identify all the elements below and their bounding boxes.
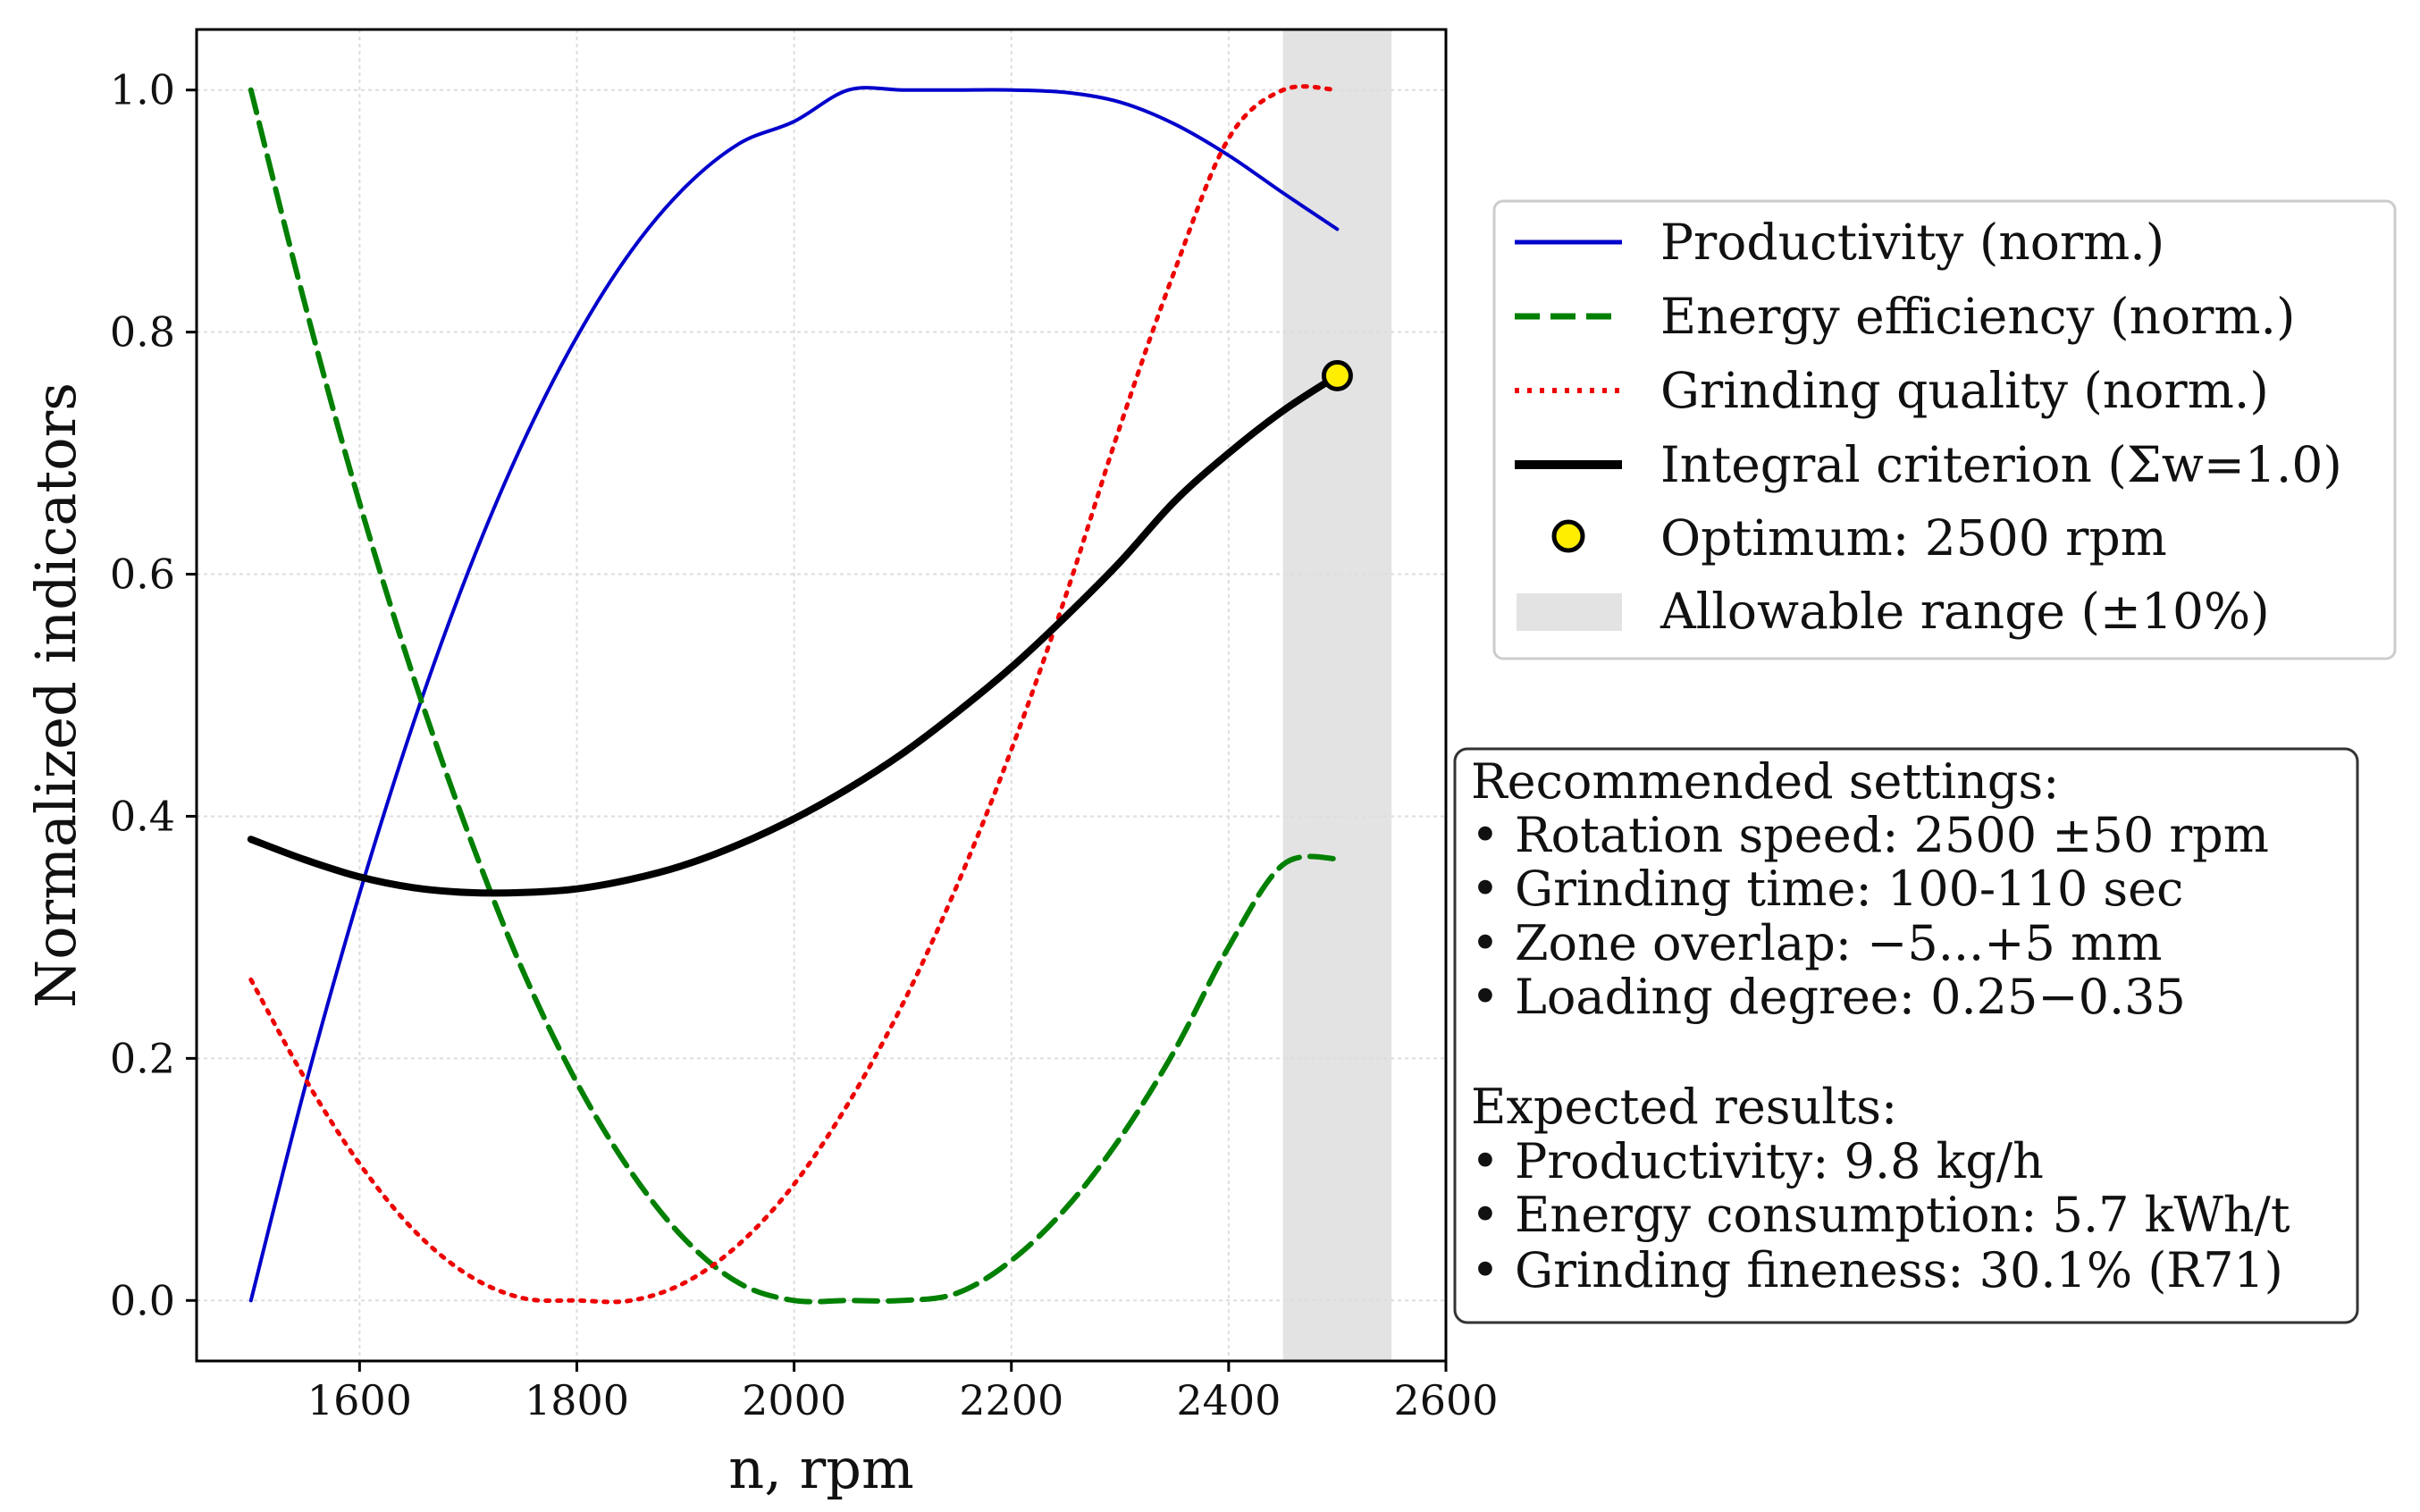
x-axis-title: n, rpm [728,1436,913,1501]
plot-frame [195,28,1448,1363]
y-tick-label: 0.4 [110,792,175,840]
info-result-line: • Productivity: 9.8 kg/h [1471,1133,2044,1189]
info-box-frame [1453,747,2359,1324]
x-tick-label: 2000 [742,1376,846,1424]
x-tick-label: 2600 [1393,1376,1498,1424]
legend-label-integral: Integral criterion (Σw=1.0) [1660,436,2342,493]
legend-label-range: Allowable range (±10%) [1660,583,2270,640]
x-tick-label: 2200 [959,1376,1063,1424]
y-axis-title: Normalized indicators [23,382,88,1008]
info-setting-line: • Zone overlap: −5...+5 mm [1471,915,2162,971]
info-result-line: • Grinding fineness: 30.1% (R71) [1471,1242,2283,1298]
x-tick-label: 2400 [1176,1376,1281,1424]
legend-label-energy: Energy efficiency (norm.) [1660,288,2296,345]
series-integral-line [247,372,1341,897]
y-tick-label: 0.0 [110,1276,175,1324]
legend-box [1492,199,2397,660]
series-quality-line [248,84,1340,1305]
legend-label-quality: Grinding quality (norm.) [1660,362,2269,419]
x-tick-label: 1800 [525,1376,629,1424]
info-heading-results: Expected results: [1471,1079,1897,1135]
legend-label-productivity: Productivity (norm.) [1660,214,2164,271]
info-heading-settings: Recommended settings: [1471,753,2059,810]
series-productivity-line [248,86,1340,1303]
series-energy-line [248,87,1340,1305]
y-tick-label: 0.2 [110,1034,175,1082]
info-box: Recommended settings: • Rotation speed: … [1453,747,2359,1324]
y-tick-label: 1.0 [110,66,175,114]
x-tick-label: 1600 [307,1376,412,1424]
optimum-marker [1321,359,1353,391]
info-setting-line: • Loading degree: 0.25−0.35 [1471,969,2186,1025]
info-setting-line: • Grinding time: 100-110 sec [1471,861,2183,917]
info-setting-line: • Rotation speed: 2500 ±50 rpm [1471,807,2269,863]
legend-swatch-range [1517,593,1622,631]
y-tick-label: 0.8 [110,308,175,357]
legend: Productivity (norm.) Energy efficiency (… [1492,199,2397,660]
y-tick-label: 0.6 [110,550,175,599]
legend-label-optimum: Optimum: 2500 rpm [1660,509,2167,567]
allowable-range-band [1282,29,1392,1361]
legend-swatch-optimum [1551,519,1585,553]
info-result-line: • Energy consumption: 5.7 kWh/t [1471,1187,2290,1243]
